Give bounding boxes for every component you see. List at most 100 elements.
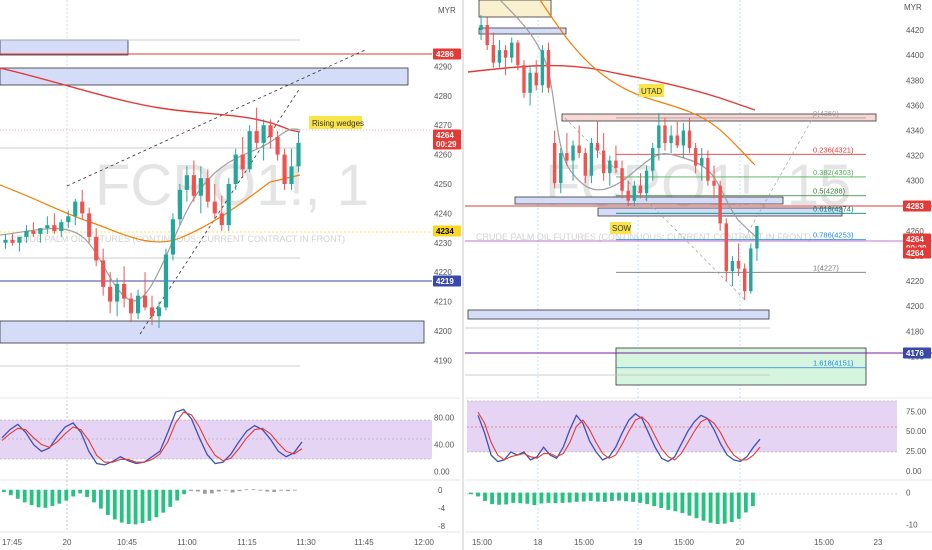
price-tick-label: 4200 [434, 327, 452, 336]
price-tick-label: 4250 [434, 180, 452, 189]
fib-label: 0.382(4303) [813, 168, 854, 177]
candle [644, 165, 649, 201]
hist-bar [161, 489, 166, 513]
hist-bar [265, 489, 270, 492]
candle [749, 243, 753, 294]
hist-bar [652, 492, 657, 507]
price-tick-label: 4260 [906, 227, 924, 236]
hist-bar [209, 489, 214, 494]
price-badge: 4219 [433, 275, 461, 287]
stoch-tick-label: 25.00 [906, 447, 927, 456]
candle [712, 165, 716, 199]
time-tick-label: 18 [534, 538, 543, 547]
hist-tick-label: -4 [438, 504, 446, 513]
hist-bar [133, 489, 138, 525]
hist-bar [483, 492, 487, 501]
hist-bar [279, 489, 284, 491]
stoch-tick-label: 0.00 [906, 467, 922, 476]
candle [577, 125, 581, 159]
hist-bar [105, 489, 110, 515]
candle [247, 125, 252, 173]
right-stoch-d [477, 411, 761, 461]
hist-bar [202, 489, 207, 494]
time-tick-label: 17:45 [2, 538, 23, 547]
candle [583, 148, 587, 184]
hist-bar [532, 492, 537, 506]
time-tick-label: 11:15 [237, 538, 257, 547]
right-target-zone [615, 347, 867, 386]
price-badge: 4283 [903, 200, 931, 212]
candle [205, 169, 210, 208]
left-x-axis: 17:45 20 10:45 11:00 11:15 11:30 11:45 12:00 [2, 538, 435, 547]
left-histogram [2, 489, 297, 525]
candle [718, 180, 722, 231]
hist-bar [36, 489, 41, 508]
hist-bar [99, 489, 103, 509]
left-stoch-k [1, 408, 303, 466]
candle [142, 272, 148, 311]
hist-bar [497, 492, 502, 505]
right-histogram [469, 492, 755, 524]
candle [730, 256, 735, 287]
left-candles [3, 107, 301, 328]
fib-label: 1(4227) [813, 263, 839, 272]
candle [693, 143, 698, 174]
price-badge: 4234 [433, 225, 461, 237]
time-tick-label: 23 [874, 538, 883, 547]
candle [233, 148, 238, 190]
time-tick-label: 15:00 [472, 538, 493, 547]
hist-bar [244, 489, 249, 491]
time-tick-label: 19 [634, 538, 643, 547]
price-tick-label: 4180 [906, 327, 924, 336]
price-tick-label: 4320 [906, 152, 924, 161]
svg-text:4176: 4176 [906, 349, 924, 358]
candle [163, 248, 169, 311]
candle [59, 219, 64, 237]
candle [687, 117, 692, 154]
candle [296, 131, 301, 173]
candle [571, 140, 575, 181]
candle [219, 195, 224, 232]
hist-bar [223, 489, 228, 491]
price-tick-label: 4380 [906, 76, 924, 85]
hist-bar [469, 492, 473, 495]
price-tick-label: 4420 [906, 26, 924, 35]
price-tick-label: 4240 [434, 209, 452, 218]
right-candles [479, 14, 759, 300]
candle [17, 236, 22, 252]
price-tick-label: 4220 [906, 277, 924, 286]
candle [620, 160, 624, 199]
price-tick-label: 4210 [434, 298, 452, 307]
hist-bar [22, 489, 27, 503]
price-tick-label: 4340 [906, 126, 924, 135]
hist-bar [546, 492, 551, 503]
time-tick-label: 15:00 [574, 538, 595, 547]
candle [595, 120, 600, 159]
hist-bar [251, 489, 256, 491]
price-badge: 4264 [903, 247, 931, 259]
candle [226, 178, 231, 232]
sow-label-bg [610, 222, 631, 234]
candle [45, 216, 50, 234]
candle [675, 120, 679, 149]
candle [289, 148, 294, 190]
hist-bar [57, 489, 62, 504]
fib-label: 0(4350) [813, 109, 839, 118]
hist-bar [609, 492, 614, 501]
hist-bar [560, 492, 565, 503]
hist-bar [701, 492, 706, 521]
hist-bar [574, 492, 579, 502]
hist-bar [189, 489, 193, 492]
fib-label: 0.5(4288) [813, 187, 846, 196]
candle [108, 272, 113, 314]
left-currency: MYR [438, 6, 456, 15]
stoch-tick-label: 75.00 [906, 407, 927, 416]
price-badge: 4176 [903, 347, 931, 359]
candle [724, 218, 728, 282]
candle [268, 119, 273, 149]
candle [282, 148, 287, 190]
hist-bar [518, 492, 523, 504]
candle [212, 183, 217, 220]
